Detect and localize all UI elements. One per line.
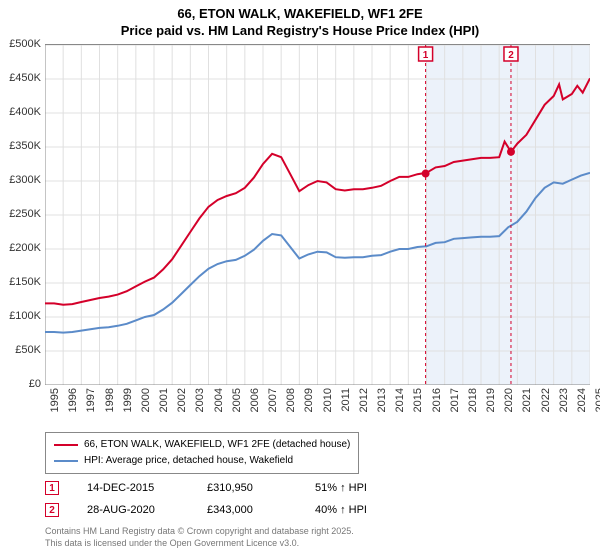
x-tick-label: 2009: [303, 388, 315, 412]
chart-title: 66, ETON WALK, WAKEFIELD, WF1 2FE Price …: [0, 0, 600, 40]
y-tick-label: £250K: [9, 208, 41, 220]
sales-row: 2 28-AUG-2020 £343,000 40% ↑ HPI: [45, 499, 367, 521]
y-tick-label: £100K: [9, 310, 41, 322]
sale-date: 28-AUG-2020: [87, 504, 179, 516]
x-tick-label: 2024: [576, 388, 588, 412]
footnote: Contains HM Land Registry data © Crown c…: [45, 526, 354, 549]
x-tick-label: 2017: [449, 388, 461, 412]
x-tick-label: 2006: [249, 388, 261, 412]
y-tick-label: £300K: [9, 174, 41, 186]
x-tick-label: 2016: [431, 388, 443, 412]
x-tick-label: 2020: [503, 388, 515, 412]
x-tick-label: 1998: [104, 388, 116, 412]
y-tick-label: £50K: [15, 344, 41, 356]
x-tick-label: 2007: [267, 388, 279, 412]
x-tick-label: 1995: [49, 388, 61, 412]
y-tick-label: £150K: [9, 276, 41, 288]
y-tick-label: £0: [29, 378, 41, 390]
y-axis: £0£50K£100K£150K£200K£250K£300K£350K£400…: [0, 44, 43, 384]
footnote-line1: Contains HM Land Registry data © Crown c…: [45, 526, 354, 538]
x-tick-label: 1996: [67, 388, 79, 412]
x-tick-label: 2022: [540, 388, 552, 412]
x-tick-label: 2018: [467, 388, 479, 412]
y-tick-label: £200K: [9, 242, 41, 254]
sale-date: 14-DEC-2015: [87, 482, 179, 494]
svg-text:2: 2: [508, 50, 514, 61]
sale-hpi: 40% ↑ HPI: [315, 504, 367, 516]
x-tick-label: 2025: [594, 388, 600, 412]
svg-text:1: 1: [423, 50, 429, 61]
x-tick-label: 2013: [376, 388, 388, 412]
chart-svg: 12: [45, 45, 590, 385]
x-tick-label: 1999: [122, 388, 134, 412]
y-tick-label: £450K: [9, 72, 41, 84]
sales-row: 1 14-DEC-2015 £310,950 51% ↑ HPI: [45, 477, 367, 499]
sale-marker-icon: 1: [45, 481, 59, 495]
x-tick-label: 2019: [485, 388, 497, 412]
x-tick-label: 2002: [176, 388, 188, 412]
x-tick-label: 2000: [140, 388, 152, 412]
x-tick-label: 2012: [358, 388, 370, 412]
legend-item: 66, ETON WALK, WAKEFIELD, WF1 2FE (detac…: [54, 437, 350, 453]
y-tick-label: £400K: [9, 106, 41, 118]
x-tick-label: 2003: [194, 388, 206, 412]
sale-price: £343,000: [207, 504, 287, 516]
legend-label: HPI: Average price, detached house, Wake…: [84, 453, 293, 469]
legend-swatch: [54, 460, 78, 462]
x-tick-label: 2011: [340, 388, 352, 412]
x-axis: 1995 1996 1997 1998 1999 2000 2001 2002 2003 2004…: [45, 386, 590, 432]
sales-table: 1 14-DEC-2015 £310,950 51% ↑ HPI 2 28-AUG-202…: [45, 477, 367, 521]
legend-item: HPI: Average price, detached house, Wake…: [54, 453, 350, 469]
sale-price: £310,950: [207, 482, 287, 494]
x-tick-label: 2010: [322, 388, 334, 412]
title-address: 66, ETON WALK, WAKEFIELD, WF1 2FE: [0, 6, 600, 23]
legend-swatch: [54, 444, 78, 446]
x-tick-label: 1997: [85, 388, 97, 412]
x-tick-label: 2014: [394, 388, 406, 412]
x-tick-label: 2008: [285, 388, 297, 412]
sale-marker-icon: 2: [45, 503, 59, 517]
title-subtitle: Price paid vs. HM Land Registry's House …: [0, 23, 600, 40]
legend: 66, ETON WALK, WAKEFIELD, WF1 2FE (detac…: [45, 432, 359, 474]
y-tick-label: £500K: [9, 38, 41, 50]
sale-hpi: 51% ↑ HPI: [315, 482, 367, 494]
chart-plot-area: 12: [45, 44, 590, 384]
x-tick-label: 2021: [521, 388, 533, 412]
x-tick-label: 2015: [412, 388, 424, 412]
footnote-line2: This data is licensed under the Open Gov…: [45, 538, 354, 550]
x-tick-label: 2004: [213, 388, 225, 412]
x-tick-label: 2001: [158, 388, 170, 412]
y-tick-label: £350K: [9, 140, 41, 152]
x-tick-label: 2023: [558, 388, 570, 412]
legend-label: 66, ETON WALK, WAKEFIELD, WF1 2FE (detac…: [84, 437, 350, 453]
x-tick-label: 2005: [231, 388, 243, 412]
